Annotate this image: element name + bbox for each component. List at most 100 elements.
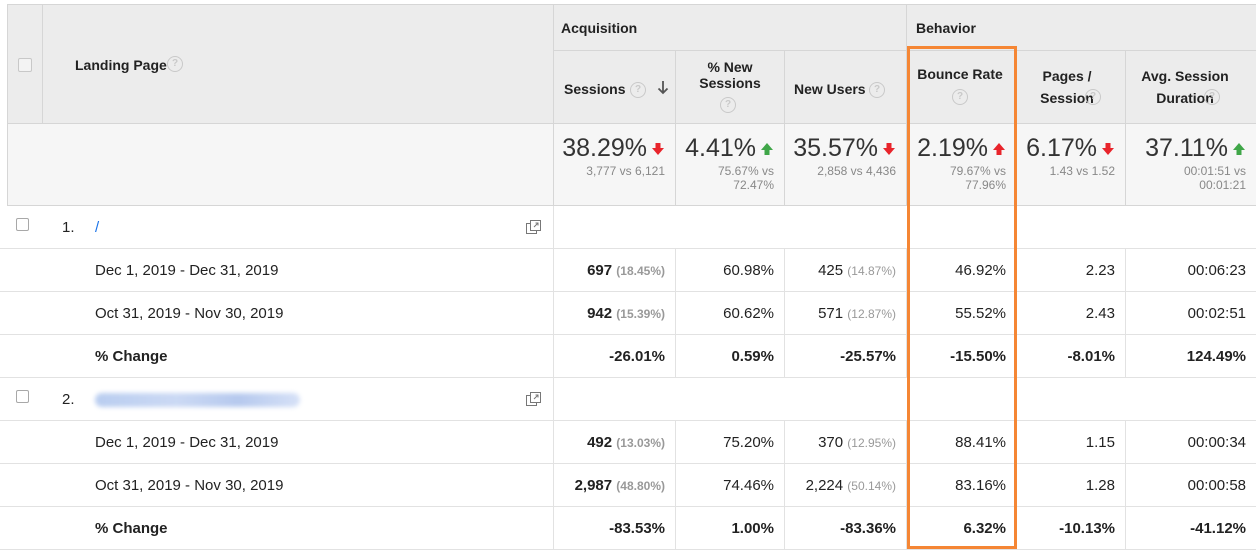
sessions-value: -26.01% (609, 348, 665, 365)
bounce-rate-column-label: Bounce Rate (917, 66, 1003, 82)
summary-avg-duration-percent: 37.11% (1145, 134, 1228, 162)
pages-session-cell: -10.13% (1017, 507, 1126, 550)
summary-avg-duration-value: 37.11% (1145, 134, 1246, 163)
pages-session-column-label: Pages / Session (1040, 68, 1094, 106)
arrow-up-icon (993, 142, 1005, 155)
summary-sessions-comparison: 3,777 vs 6,121 (586, 164, 665, 178)
landing-page-link[interactable] (95, 378, 300, 421)
new-sessions-value: 74.46% (723, 477, 774, 494)
bounce-rate-value: 6.32% (963, 520, 1006, 537)
row-divider (553, 507, 554, 550)
sessions-cell: 697 (18.45%) (554, 249, 676, 292)
landing-page-help-icon[interactable]: ? (167, 56, 183, 72)
bounce-rate-help-icon[interactable]: ? (952, 89, 968, 105)
summary-new-users-value: 35.57% (793, 134, 896, 163)
landing-page-row[interactable]: 1. / (0, 206, 1256, 249)
pages-session-cell: 2.43 (1017, 292, 1126, 335)
sessions-value: 2,987 (574, 477, 613, 494)
summary-pages-session-cell: 6.17% 1.43 vs 1.52 (1017, 124, 1126, 206)
new-sessions-column-header[interactable]: % New Sessions ? (676, 51, 785, 124)
new-users-cell: 2,224 (50.14%) (785, 464, 907, 507)
sort-descending-icon[interactable] (657, 80, 669, 96)
bounce-rate-value: 55.52% (955, 305, 1006, 322)
bounce-rate-cell: 46.92% (907, 249, 1017, 292)
new-sessions-help-icon[interactable]: ? (720, 97, 736, 113)
new-users-share: (50.14%) (847, 479, 896, 493)
sessions-cell: 2,987 (48.80%) (554, 464, 676, 507)
sessions-help-icon[interactable]: ? (630, 82, 646, 98)
new-users-value: 370 (818, 434, 844, 451)
new-users-cell: -83.36% (785, 507, 907, 550)
new-users-cell: 425 (14.87%) (785, 249, 907, 292)
bounce-rate-cell: 6.32% (907, 507, 1017, 550)
new-users-value: 2,224 (805, 477, 844, 494)
pages-session-column-header[interactable]: Pages / Session ? (1017, 51, 1126, 124)
avg-duration-value: -41.12% (1190, 520, 1246, 537)
sessions-share: (18.45%) (616, 264, 665, 278)
summary-pages-session-value: 6.17% (1026, 134, 1115, 163)
avg-duration-value: 124.49% (1186, 348, 1246, 365)
bounce-rate-cell: 83.16% (907, 464, 1017, 507)
pages-session-cell: -8.01% (1017, 335, 1126, 378)
avg-duration-column-header[interactable]: Avg. Session Duration ? (1126, 51, 1256, 124)
row-checkbox[interactable] (16, 390, 29, 403)
row-divider (553, 206, 554, 249)
new-users-column-header[interactable]: New Users ? (785, 51, 907, 124)
sessions-cell: -26.01% (554, 335, 676, 378)
date-range-label: Oct 31, 2019 - Nov 30, 2019 (95, 477, 284, 494)
landing-page-row[interactable]: 2. (0, 378, 1256, 421)
new-sessions-cell: 60.98% (676, 249, 785, 292)
date-range-row: Dec 1, 2019 - Dec 31, 2019 697 (18.45%) 60… (0, 249, 1256, 292)
sessions-share: (48.80%) (616, 479, 665, 493)
avg-duration-value: 00:02:51 (1187, 305, 1246, 322)
bounce-rate-cell: 88.41% (907, 421, 1017, 464)
summary-sessions-value: 38.29% (562, 134, 665, 163)
summary-new-users-comparison: 2,858 vs 4,436 (817, 164, 896, 178)
summary-new-sessions-cell: 4.41% 75.67% vs 72.47% (676, 124, 785, 206)
summary-pages-session-comparison: 1.43 vs 1.52 (1049, 164, 1115, 178)
bounce-rate-value: 88.41% (955, 434, 1006, 451)
sessions-cell: 492 (13.03%) (554, 421, 676, 464)
new-users-value: -25.57% (840, 348, 896, 365)
new-sessions-column-label: % New Sessions (699, 59, 761, 91)
select-all-checkbox[interactable] (18, 58, 32, 72)
open-in-new-window-icon[interactable] (526, 392, 541, 407)
summary-pages-session-percent: 6.17% (1026, 134, 1097, 162)
new-users-cell: 571 (12.87%) (785, 292, 907, 335)
summary-bounce-rate-percent: 2.19% (917, 134, 988, 162)
sessions-column-header[interactable]: Sessions ? (554, 51, 676, 124)
sessions-value: 697 (587, 262, 613, 279)
pages-session-cell: 1.28 (1017, 464, 1126, 507)
new-sessions-cell: 75.20% (676, 421, 785, 464)
redacted-page-path (95, 393, 300, 408)
landing-page-header[interactable]: Landing Page ? (43, 4, 554, 124)
summary-new-sessions-value: 4.41% (685, 134, 774, 163)
landing-page-link[interactable]: / (95, 219, 100, 236)
avg-duration-cell: 124.49% (1126, 335, 1256, 378)
date-range-label: Dec 1, 2019 - Dec 31, 2019 (95, 434, 279, 451)
summary-sessions-percent: 38.29% (562, 134, 647, 162)
row-checkbox[interactable] (16, 218, 29, 231)
summary-bounce-rate-value: 2.19% (917, 134, 1006, 163)
acquisition-group-label: Acquisition (561, 20, 638, 36)
pages-session-help-icon[interactable]: ? (1085, 89, 1101, 105)
row-divider (553, 335, 554, 378)
bounce-rate-value: -15.50% (950, 348, 1006, 365)
arrow-up-icon (761, 142, 773, 155)
pages-session-cell: 2.23 (1017, 249, 1126, 292)
avg-duration-help-icon[interactable]: ? (1204, 89, 1220, 105)
acquisition-group-header: Acquisition (554, 4, 907, 51)
arrow-down-icon (883, 142, 895, 155)
avg-duration-value: 00:00:34 (1187, 434, 1246, 451)
avg-duration-value: 00:06:23 (1187, 262, 1246, 279)
summary-sessions-cell: 38.29% 3,777 vs 6,121 (554, 124, 676, 206)
sessions-cell: 942 (15.39%) (554, 292, 676, 335)
bounce-rate-column-header[interactable]: Bounce Rate ? (907, 51, 1017, 124)
summary-new-sessions-percent: 4.41% (685, 134, 756, 162)
date-range-label: Oct 31, 2019 - Nov 30, 2019 (95, 305, 284, 322)
new-sessions-cell: 1.00% (676, 507, 785, 550)
new-users-help-icon[interactable]: ? (869, 82, 885, 98)
open-in-new-window-icon[interactable] (526, 220, 541, 235)
sessions-value: 492 (587, 434, 613, 451)
avg-duration-cell: -41.12% (1126, 507, 1256, 550)
